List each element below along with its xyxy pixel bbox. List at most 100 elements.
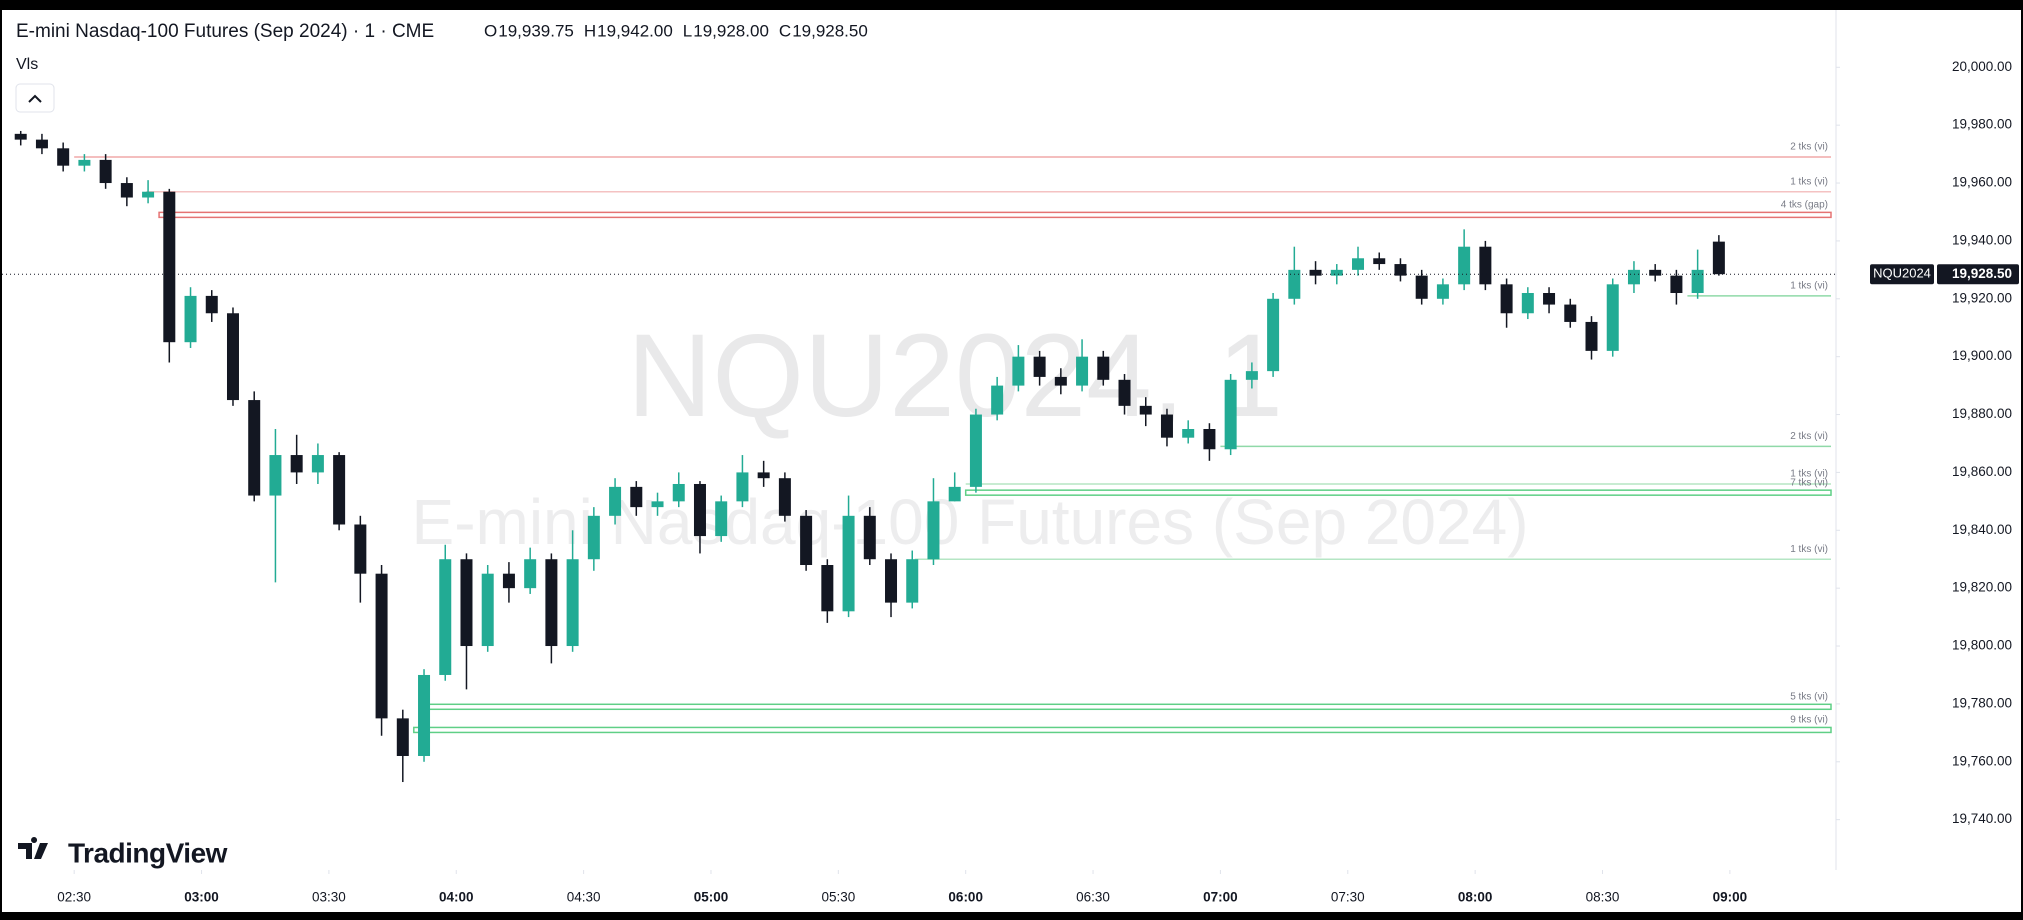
candle-body — [311, 455, 324, 473]
ohlc-value: 19,939.75 — [498, 21, 574, 40]
candle-body — [354, 524, 367, 574]
candle-body — [439, 559, 452, 675]
candle-body — [78, 159, 91, 166]
x-tick-label: 04:30 — [567, 890, 601, 905]
x-tick-label: 06:30 — [1076, 890, 1110, 905]
y-tick-label: 19,740.00 — [1952, 811, 2012, 826]
x-tick-label: 08:00 — [1458, 890, 1493, 905]
candle-body — [1352, 258, 1365, 270]
candle-body — [672, 483, 685, 502]
level-band — [413, 726, 1832, 734]
y-tick-label: 19,780.00 — [1952, 695, 2012, 710]
ohlc-value: 19,942.00 — [597, 21, 673, 40]
candle-body — [1330, 269, 1343, 276]
logo: TradingView — [18, 837, 228, 868]
candle-body — [778, 478, 791, 516]
y-tick-label: 19,900.00 — [1952, 348, 2012, 363]
y-tick-label: 19,760.00 — [1952, 753, 2012, 768]
candle-body — [184, 295, 197, 343]
y-tick-label: 19,920.00 — [1952, 290, 2012, 305]
candle-body — [1606, 284, 1619, 351]
watermark-symbol: NQU2024, 1 — [627, 310, 1283, 442]
candle-body — [545, 559, 558, 647]
candle-body — [1160, 414, 1173, 438]
ohlc-key: L — [683, 21, 692, 40]
candle-body — [1458, 246, 1471, 285]
candle-body — [693, 483, 706, 537]
candle-body — [991, 385, 1004, 415]
ohlc-key: H — [584, 21, 596, 40]
candle-body — [1585, 321, 1598, 351]
x-tick-label: 05:00 — [694, 890, 729, 905]
y-tick-label: 19,980.00 — [1952, 117, 2012, 132]
candle-body — [142, 191, 155, 198]
level-label: 2 tks (vi) — [1790, 142, 1828, 153]
x-tick-label: 02:30 — [57, 890, 91, 905]
candle-body — [1033, 356, 1046, 377]
candle-body — [969, 414, 982, 487]
candle-body — [1564, 304, 1577, 322]
candle-body — [1649, 269, 1662, 276]
x-tick-label: 04:00 — [439, 890, 474, 905]
candle-body — [1479, 246, 1492, 285]
candle-body — [1500, 284, 1513, 314]
y-tick-label: 19,800.00 — [1952, 638, 2012, 653]
y-tick-label: 20,000.00 — [1952, 59, 2012, 74]
level-label: 9 tks (vi) — [1790, 715, 1828, 726]
x-tick-label: 07:30 — [1331, 890, 1365, 905]
price-tag-text: 19,928.50 — [1952, 266, 2012, 281]
candle-body — [226, 313, 239, 401]
candle-body — [502, 573, 515, 589]
candle-body — [57, 148, 70, 166]
candle-body — [163, 191, 176, 343]
candle-body — [1012, 356, 1025, 386]
candle-body — [1670, 275, 1683, 294]
level-label: 1 tks (vi) — [1790, 281, 1828, 292]
candle-body — [460, 559, 473, 647]
symbol-tag — [1870, 264, 1934, 285]
candle-body — [1054, 376, 1067, 386]
candle-body — [1267, 298, 1280, 372]
candle-body — [736, 472, 749, 502]
ohlc-key: O — [484, 21, 497, 40]
level-band — [964, 489, 1832, 496]
candle-body — [927, 501, 940, 560]
level-label: 5 tks (vi) — [1790, 691, 1828, 702]
candle-body — [14, 133, 27, 140]
candle-body — [1691, 269, 1704, 294]
candle-body — [800, 515, 813, 566]
candle-body — [1436, 284, 1449, 299]
candle-body — [1415, 275, 1428, 299]
y-tick-label: 19,840.00 — [1952, 522, 2012, 537]
candle-body — [821, 565, 834, 612]
ohlc-value: 19,928.50 — [792, 21, 868, 40]
candle-body — [609, 486, 622, 516]
candle-body — [863, 515, 876, 560]
logo-text: TradingView — [68, 837, 228, 868]
candle-body — [885, 559, 898, 603]
candle-body — [120, 183, 133, 198]
candle-body — [290, 455, 303, 473]
level-label: 1 tks (vi) — [1790, 469, 1828, 480]
price-tag — [1937, 264, 2019, 285]
candle-body — [1245, 371, 1258, 380]
x-tick-label: 06:00 — [948, 890, 983, 905]
candle-body — [418, 674, 431, 756]
candle-body — [757, 472, 770, 479]
candle-body — [375, 573, 388, 719]
candle-body — [1373, 258, 1386, 265]
candle-body — [396, 718, 409, 756]
candle-body — [1182, 429, 1195, 438]
ohlc-key: C — [779, 21, 791, 40]
candle-body — [205, 295, 218, 314]
candle-body — [99, 159, 112, 184]
candle-body — [269, 455, 282, 496]
collapse-button[interactable] — [15, 83, 55, 113]
candle-body — [1627, 269, 1640, 285]
candle-body — [1076, 356, 1089, 386]
candle-body — [1118, 379, 1131, 406]
indicator-name: Vls — [16, 56, 38, 73]
candle-body — [587, 515, 600, 560]
